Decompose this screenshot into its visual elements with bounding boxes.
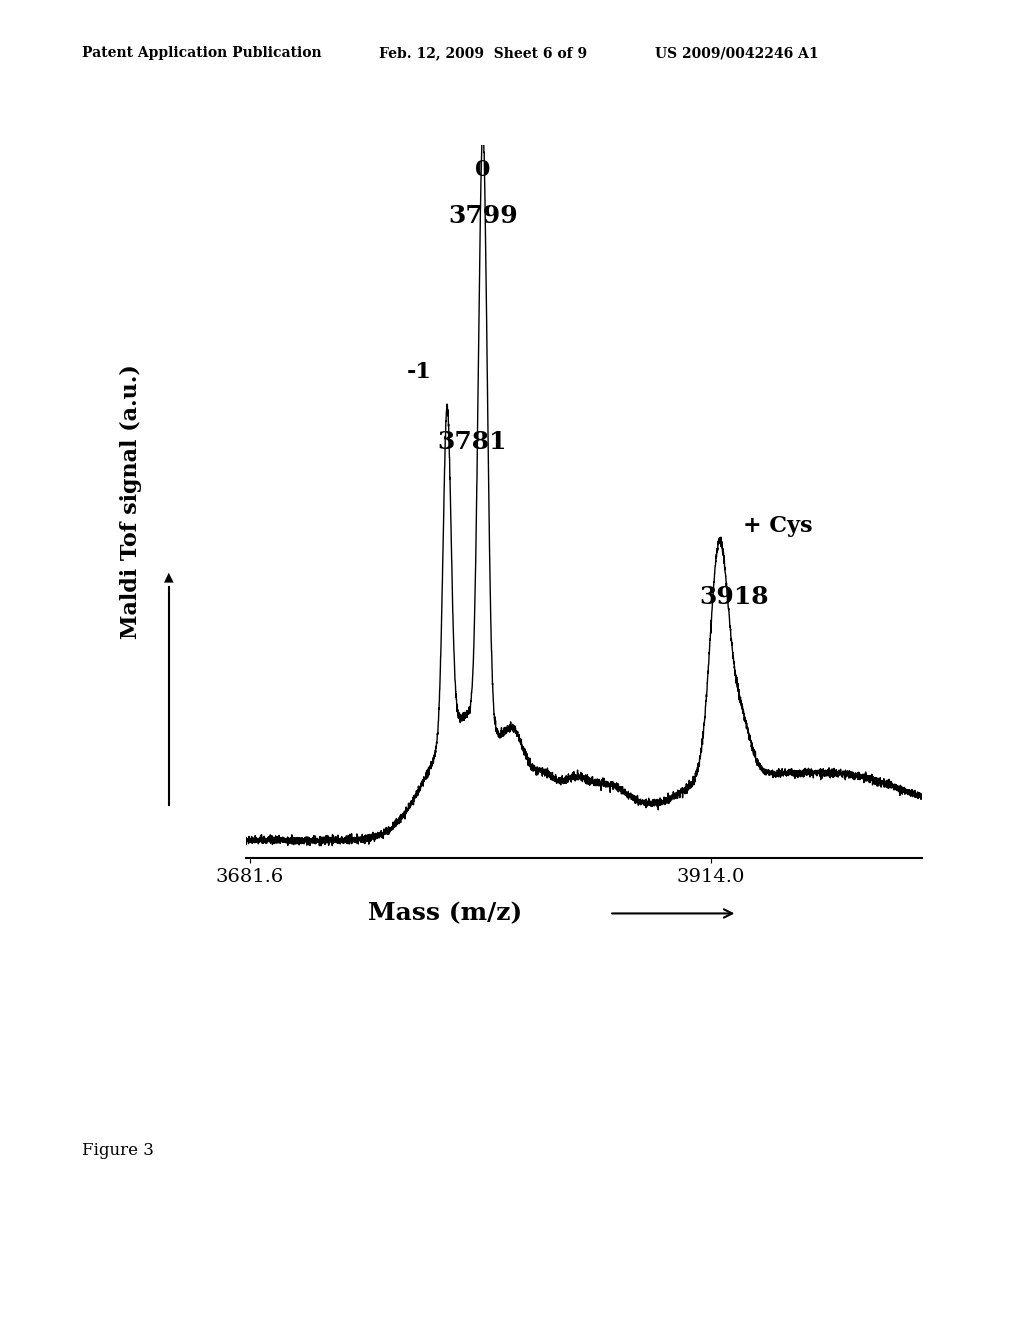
Text: ▲: ▲ [164,570,174,583]
Text: -1: -1 [407,360,431,383]
Text: US 2009/0042246 A1: US 2009/0042246 A1 [655,46,819,61]
Text: 3918: 3918 [699,585,769,609]
Text: 3781: 3781 [437,430,507,454]
Text: Patent Application Publication: Patent Application Publication [82,46,322,61]
Text: Maldi Tof signal (a.u.): Maldi Tof signal (a.u.) [120,364,142,639]
Text: 3799: 3799 [447,205,518,228]
Text: + Cys: + Cys [742,515,812,537]
Text: Feb. 12, 2009  Sheet 6 of 9: Feb. 12, 2009 Sheet 6 of 9 [379,46,587,61]
Text: Figure 3: Figure 3 [82,1142,154,1159]
Text: 0: 0 [475,158,490,181]
Text: Mass (m/z): Mass (m/z) [369,902,522,925]
